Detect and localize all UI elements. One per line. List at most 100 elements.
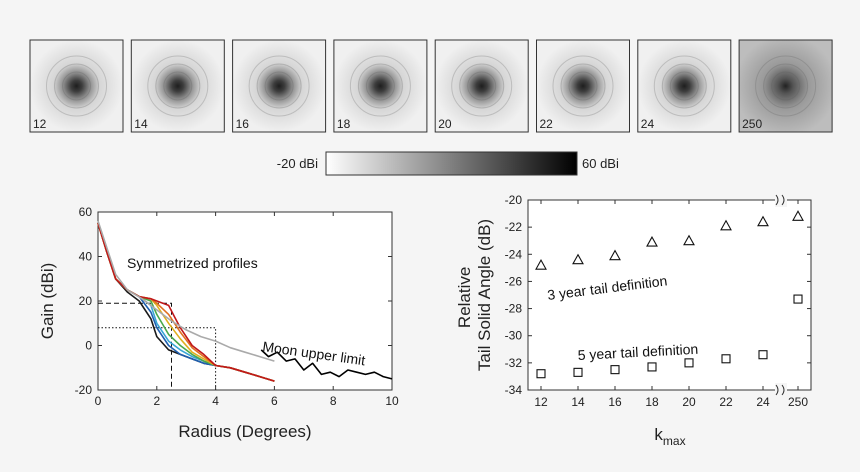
beam-map-22: 22	[536, 39, 630, 133]
y-tick-label: 0	[85, 339, 92, 353]
beam-ring	[365, 71, 395, 101]
annotation-5-year: 5 year tail definition	[577, 341, 698, 363]
square-marker	[684, 358, 694, 368]
triangle-marker	[646, 235, 658, 247]
beam-ring	[467, 71, 497, 101]
triangle-marker	[720, 219, 732, 231]
x-tick-label: 2	[153, 394, 160, 408]
beam-ring	[669, 71, 699, 101]
beam-ring	[163, 71, 193, 101]
right-x-tick-label: 16	[608, 395, 622, 409]
beam-ring	[451, 55, 513, 117]
beam-map-image	[130, 39, 225, 133]
left-series-lines	[97, 220, 393, 382]
triangle-marker	[572, 253, 584, 265]
beam-ring	[552, 55, 614, 117]
beam-ring	[653, 55, 715, 117]
beam-map-image	[29, 39, 124, 133]
profile-line-7	[97, 220, 275, 362]
x-tick-label: 8	[330, 394, 337, 408]
beam-map-image	[333, 39, 428, 133]
profile-line-6	[97, 222, 275, 382]
beam-ring	[560, 63, 606, 109]
zoom-box-dotted	[98, 327, 217, 390]
right-x-tick-label: 18	[645, 395, 659, 409]
beam-map-label: 22	[540, 117, 554, 131]
triangle-marker	[757, 215, 769, 227]
triangle-marker	[792, 210, 804, 221]
right-x-tick-label: 24	[756, 395, 770, 409]
x-tick-label: 0	[95, 394, 102, 408]
triangle-marker	[609, 249, 621, 261]
beam-ring	[763, 63, 809, 109]
zoom-box-dashed	[98, 302, 172, 390]
square-marker	[573, 367, 583, 377]
triangle-marker	[683, 234, 695, 246]
annotation-symmetrized-profiles: Symmetrized profiles	[127, 255, 258, 271]
beam-map-16: 16	[232, 39, 327, 133]
colorbar: -20 dBi 60 dBi	[277, 151, 619, 176]
beam-map-label: 250	[742, 117, 762, 131]
beam-map-thumbnails: 12 14 16 18 20 22 24 250	[29, 39, 833, 133]
beam-ring	[264, 71, 294, 101]
right-y-tick-label: -28	[505, 302, 523, 316]
beam-map-14: 14	[130, 39, 225, 133]
colorbar-max-label: 60 dBi	[582, 156, 619, 171]
right-y-tick-label: -26	[505, 274, 523, 288]
beam-ring	[459, 63, 505, 109]
right-y-tick-label: -32	[505, 356, 523, 370]
right-y-axis-label: Relative Tail Solid Angle (dB)	[455, 219, 494, 371]
beam-map-12: 12	[29, 39, 124, 133]
right-x-tick-label: 22	[719, 395, 733, 409]
beam-ring	[349, 55, 411, 117]
beam-map-20: 20	[434, 39, 529, 133]
axis-break-marks	[775, 193, 787, 397]
right-x-axis-label: kmax	[654, 425, 685, 448]
beam-ring	[46, 55, 107, 117]
square-marker	[758, 350, 768, 360]
x-tick-label: 4	[212, 394, 219, 408]
colorbar-gradient	[325, 151, 578, 176]
right-y-tick-label: -20	[505, 193, 523, 207]
right-points	[535, 210, 804, 379]
beam-ring	[62, 71, 91, 101]
x-tick-label: 6	[271, 394, 278, 408]
beam-map-label: 20	[438, 117, 452, 131]
beam-map-24: 24	[637, 39, 732, 133]
right-x-tick-label: 250	[788, 395, 808, 409]
beam-map-18: 18	[333, 39, 428, 133]
square-marker	[721, 354, 731, 364]
beam-map-image	[434, 39, 529, 133]
beam-ring	[568, 71, 598, 101]
triangle-marker	[535, 259, 547, 270]
right-x-tick-label: 12	[534, 395, 548, 409]
beam-map-label: 16	[236, 117, 250, 131]
beam-map-250: 250	[738, 39, 833, 133]
left-boxes	[98, 302, 217, 390]
right-y-tick-label: -30	[505, 329, 523, 343]
right-x-axis-label-k: k	[654, 425, 663, 444]
beam-ring	[755, 55, 817, 117]
beam-ring	[661, 63, 707, 109]
y-tick-label: 60	[79, 205, 93, 219]
beam-ring	[357, 63, 403, 109]
right-y-axis-label-line2: Tail Solid Angle (dB)	[475, 219, 494, 371]
right-x-tick-label: 20	[682, 395, 696, 409]
left-x-axis-label: Radius (Degrees)	[178, 422, 311, 441]
beam-map-image	[738, 39, 833, 133]
y-tick-label: 20	[79, 294, 93, 308]
square-marker	[610, 365, 620, 375]
beam-map-image	[232, 39, 327, 133]
right-x-axis-label-sub: max	[663, 434, 686, 448]
beam-map-label: 12	[33, 117, 47, 131]
beam-ring	[248, 55, 310, 117]
beam-ring	[54, 63, 99, 109]
right-axis-ticks: -20 -22 -24 -26 -28 -30 -32 -34 12 14 16 18 20 22 24 25…	[505, 193, 811, 409]
right-y-tick-label: -24	[505, 247, 523, 261]
beam-ring	[256, 63, 302, 109]
beam-ring	[147, 55, 209, 117]
beam-ring	[771, 71, 801, 101]
colorbar-min-label: -20 dBi	[277, 156, 318, 171]
